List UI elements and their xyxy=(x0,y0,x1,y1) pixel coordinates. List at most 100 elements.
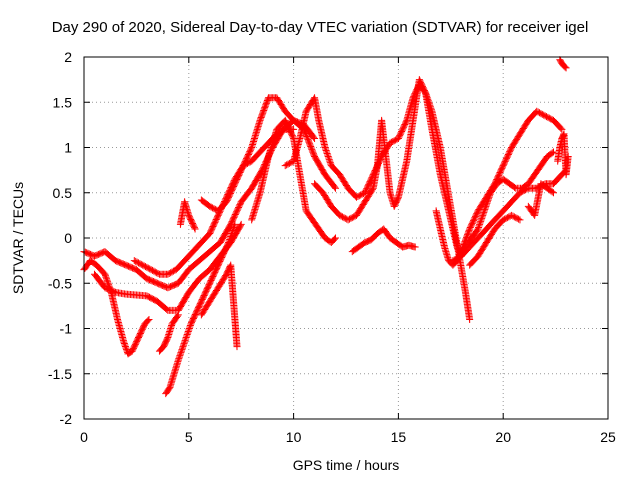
data-point-marker xyxy=(308,147,316,155)
data-point-marker xyxy=(323,148,331,156)
data-point-marker xyxy=(515,215,523,223)
data-point-marker xyxy=(562,64,570,72)
data-point-marker xyxy=(324,151,332,159)
data-point-marker xyxy=(230,223,238,231)
data-point-marker xyxy=(104,278,112,286)
data-point-marker xyxy=(102,273,110,281)
data-point-marker xyxy=(307,144,315,152)
data-point-marker xyxy=(325,156,333,164)
data-point-marker xyxy=(185,326,193,334)
data-point-marker xyxy=(331,183,339,191)
data-point-marker xyxy=(310,133,318,141)
data-point-marker xyxy=(474,225,482,233)
data-point-marker xyxy=(237,220,245,228)
data-point-marker xyxy=(226,236,234,244)
data-point-marker xyxy=(178,346,186,354)
data-point-marker xyxy=(564,153,572,161)
data-point-marker xyxy=(475,223,483,231)
data-point-marker xyxy=(185,325,193,332)
data-series xyxy=(554,130,572,179)
x-tick-label: 0 xyxy=(80,429,88,445)
data-point-marker xyxy=(182,335,190,343)
data-point-marker xyxy=(548,188,556,196)
data-point-marker xyxy=(145,315,153,323)
data-point-marker xyxy=(181,337,189,345)
data-point-marker xyxy=(191,225,199,233)
data-point-marker xyxy=(548,149,556,157)
y-tick-label: 0 xyxy=(64,230,72,246)
data-point-marker xyxy=(228,228,236,236)
data-point-marker xyxy=(325,154,333,162)
data-point-marker xyxy=(478,213,486,221)
data-point-marker xyxy=(122,344,130,352)
data-series xyxy=(348,225,419,256)
data-point-marker xyxy=(558,125,566,133)
data-point-marker xyxy=(173,312,181,320)
data-point-marker xyxy=(326,157,334,165)
data-point-marker xyxy=(561,63,569,71)
data-point-marker xyxy=(225,237,233,245)
x-tick-label: 20 xyxy=(495,429,511,445)
grid-lines xyxy=(84,57,608,419)
data-point-marker xyxy=(180,340,188,348)
data-series xyxy=(162,220,239,398)
data-point-marker xyxy=(476,220,484,228)
data-point-marker xyxy=(322,147,330,155)
data-point-marker xyxy=(306,140,314,148)
data-point-marker xyxy=(224,240,232,248)
data-series xyxy=(155,311,182,355)
data-point-marker xyxy=(477,217,485,225)
data-point-marker xyxy=(402,118,410,126)
data-point-marker xyxy=(120,340,128,348)
data-point-marker xyxy=(479,210,487,218)
x-tick-label: 25 xyxy=(600,429,616,445)
axis-ticks xyxy=(83,56,609,420)
data-point-marker xyxy=(478,214,486,222)
data-point-marker xyxy=(176,350,184,358)
data-point-marker xyxy=(183,331,191,339)
data-point-marker xyxy=(323,150,331,158)
data-point-marker xyxy=(226,234,234,242)
data-point-marker xyxy=(225,239,233,247)
data-point-marker xyxy=(466,315,474,323)
data-point-marker xyxy=(307,143,315,151)
data-point-marker xyxy=(481,205,489,213)
data-point-marker xyxy=(309,148,317,156)
data-point-marker xyxy=(233,343,241,351)
data-point-marker xyxy=(120,338,128,346)
data-point-marker xyxy=(480,208,488,216)
data-point-marker xyxy=(121,341,129,349)
data-point-marker xyxy=(177,347,185,355)
data-series xyxy=(556,56,570,72)
data-point-marker xyxy=(322,145,330,153)
data-point-marker xyxy=(480,207,488,215)
data-point-marker xyxy=(477,216,485,224)
y-tick-label: -0.5 xyxy=(48,275,72,291)
data-point-marker xyxy=(368,186,376,194)
data-series xyxy=(524,180,558,219)
data-point-marker xyxy=(183,332,191,340)
data-point-marker xyxy=(311,134,319,142)
data-point-marker xyxy=(303,134,311,142)
data-point-marker xyxy=(179,343,187,351)
data-point-marker xyxy=(182,334,190,342)
plot-frame xyxy=(83,56,609,420)
y-tick-label: -1 xyxy=(60,321,73,337)
chart-title: Day 290 of 2020, Sidereal Day-to-day VTE… xyxy=(51,19,589,36)
data-point-marker xyxy=(236,222,244,230)
x-tick-label: 5 xyxy=(185,429,193,445)
data-points xyxy=(80,56,572,398)
data-series xyxy=(197,261,241,351)
data-point-marker xyxy=(103,275,111,283)
data-point-marker xyxy=(304,135,312,143)
data-point-marker xyxy=(289,133,297,141)
data-point-marker xyxy=(304,137,312,145)
y-tick-label: 0.5 xyxy=(53,185,73,201)
data-point-marker xyxy=(228,229,236,237)
data-point-marker xyxy=(104,279,112,287)
data-point-marker xyxy=(324,153,332,161)
data-point-marker xyxy=(550,189,558,197)
data-point-marker xyxy=(411,243,419,251)
data-point-marker xyxy=(557,124,565,132)
x-axis-label: GPS time / hours xyxy=(292,457,400,473)
